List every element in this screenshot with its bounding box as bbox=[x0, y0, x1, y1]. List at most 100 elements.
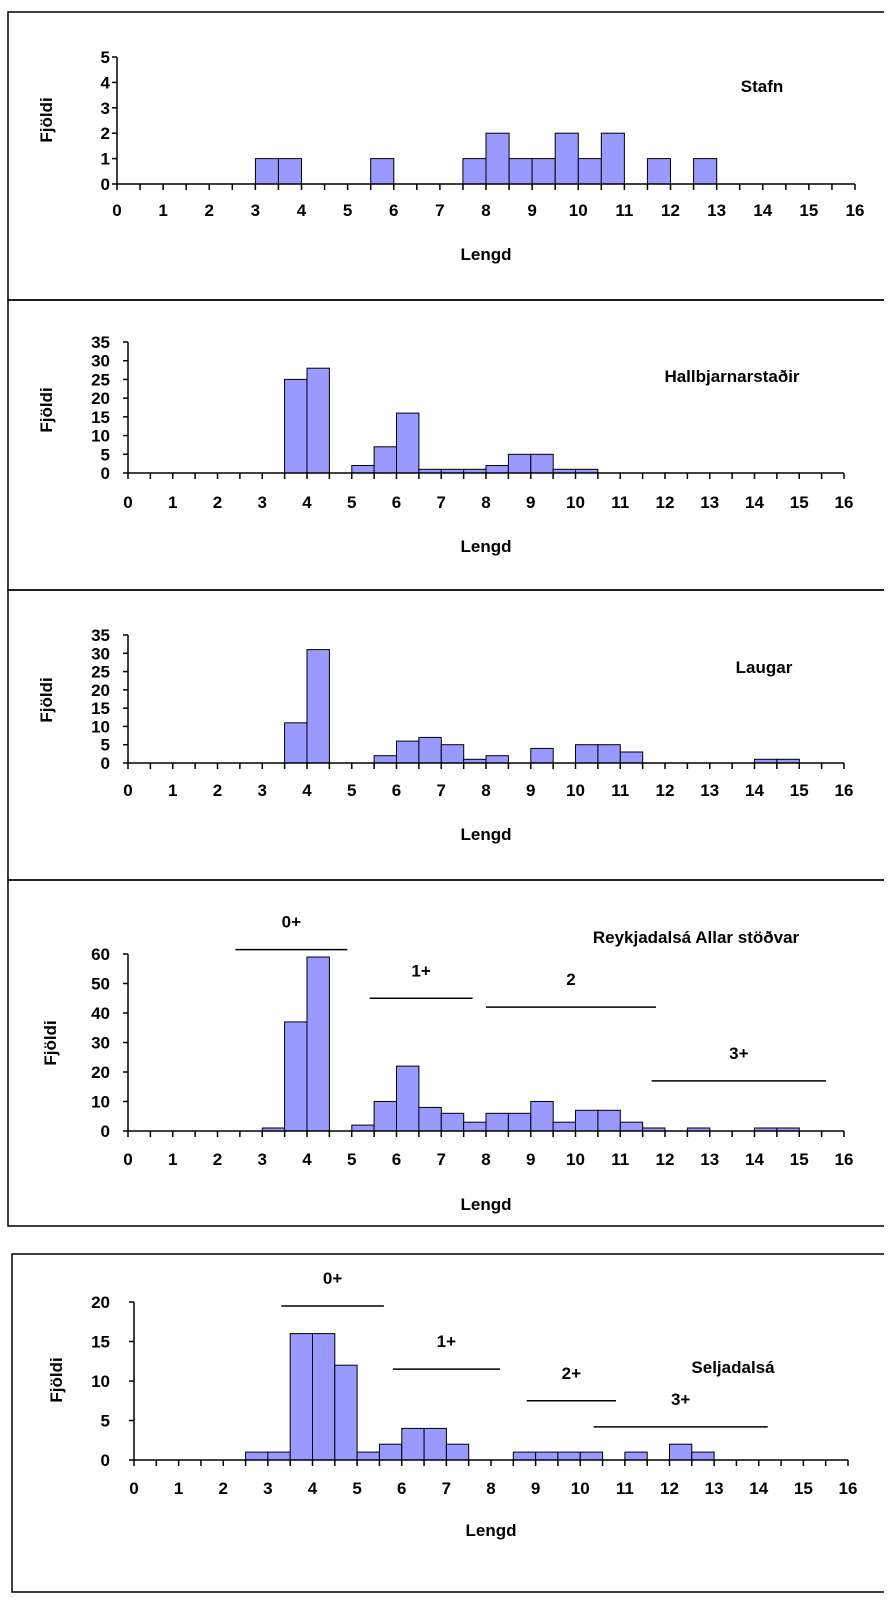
chart-title: Stafn bbox=[741, 77, 784, 96]
y-axis-label: Fjöldi bbox=[47, 1357, 66, 1402]
y-tick-label: 5 bbox=[101, 736, 110, 755]
y-tick-label: 25 bbox=[91, 663, 110, 682]
bar bbox=[535, 1451, 559, 1461]
bar bbox=[619, 751, 644, 764]
x-tick-label: 6 bbox=[397, 1479, 406, 1498]
bar bbox=[373, 1101, 398, 1132]
bar bbox=[530, 453, 554, 474]
age-group-label: 2+ bbox=[562, 1364, 581, 1383]
x-tick-label: 0 bbox=[123, 781, 132, 800]
bar bbox=[312, 1333, 336, 1461]
y-tick-label: 0 bbox=[101, 175, 110, 194]
y-tick-label: 0 bbox=[101, 754, 110, 773]
bar bbox=[579, 1451, 604, 1461]
bar bbox=[597, 1109, 621, 1132]
bar bbox=[440, 744, 465, 764]
bar bbox=[531, 158, 556, 185]
x-tick-label: 8 bbox=[481, 493, 490, 512]
bar bbox=[691, 1451, 715, 1461]
bar bbox=[530, 747, 554, 764]
bar bbox=[485, 132, 510, 185]
x-tick-label: 15 bbox=[799, 201, 818, 220]
x-tick-label: 10 bbox=[566, 1150, 585, 1169]
y-tick-label: 20 bbox=[91, 681, 110, 700]
x-axis-label: Lengd bbox=[461, 537, 512, 556]
bar bbox=[254, 158, 279, 185]
x-tick-label: 6 bbox=[392, 493, 401, 512]
x-tick-label: 10 bbox=[569, 201, 588, 220]
x-tick-label: 7 bbox=[437, 1150, 446, 1169]
bar bbox=[485, 755, 509, 764]
x-tick-label: 0 bbox=[129, 1479, 138, 1498]
x-tick-label: 7 bbox=[435, 201, 444, 220]
bar bbox=[552, 1121, 576, 1132]
bar bbox=[512, 1451, 537, 1461]
x-tick-label: 2 bbox=[213, 493, 222, 512]
x-tick-label: 12 bbox=[656, 781, 675, 800]
x-tick-label: 6 bbox=[389, 201, 398, 220]
age-group-label: 0+ bbox=[323, 1269, 342, 1288]
bar bbox=[284, 1021, 308, 1132]
bar bbox=[396, 412, 420, 474]
y-tick-label: 30 bbox=[91, 1034, 110, 1053]
x-tick-label: 2 bbox=[213, 1150, 222, 1169]
x-tick-label: 1 bbox=[158, 201, 167, 220]
bar bbox=[597, 744, 621, 764]
y-axis-label: Fjöldi bbox=[37, 677, 56, 722]
x-tick-label: 13 bbox=[700, 493, 719, 512]
x-tick-label: 4 bbox=[302, 493, 312, 512]
x-tick-label: 4 bbox=[302, 781, 312, 800]
x-tick-label: 10 bbox=[571, 1479, 590, 1498]
bar bbox=[507, 1112, 532, 1132]
y-tick-label: 0 bbox=[101, 1122, 110, 1141]
x-tick-label: 12 bbox=[656, 1150, 675, 1169]
y-axis-label: Fjöldi bbox=[41, 1020, 60, 1065]
bar bbox=[351, 1124, 375, 1132]
bar bbox=[351, 465, 375, 474]
x-tick-label: 1 bbox=[168, 493, 177, 512]
x-tick-label: 3 bbox=[258, 493, 267, 512]
x-tick-label: 3 bbox=[263, 1479, 272, 1498]
x-tick-label: 14 bbox=[749, 1479, 768, 1498]
x-tick-label: 16 bbox=[835, 493, 854, 512]
x-tick-label: 14 bbox=[753, 201, 772, 220]
y-tick-label: 10 bbox=[91, 717, 110, 736]
y-tick-label: 5 bbox=[101, 445, 110, 464]
y-tick-label: 15 bbox=[91, 699, 110, 718]
x-tick-label: 5 bbox=[343, 201, 352, 220]
panel-frame bbox=[7, 589, 884, 881]
y-axis-label: Fjöldi bbox=[37, 387, 56, 432]
bar bbox=[289, 1333, 314, 1461]
x-tick-label: 4 bbox=[297, 201, 307, 220]
x-tick-label: 1 bbox=[168, 1150, 177, 1169]
panel-frame bbox=[7, 299, 884, 591]
bar bbox=[485, 1112, 509, 1132]
bar bbox=[693, 158, 718, 185]
y-tick-label: 35 bbox=[91, 333, 110, 352]
bar bbox=[306, 956, 330, 1132]
bar bbox=[334, 1364, 358, 1461]
bar bbox=[575, 1109, 599, 1132]
y-tick-label: 0 bbox=[101, 1451, 110, 1470]
chart-title: Reykjadalsá Allar stöðvar bbox=[593, 928, 800, 947]
x-tick-label: 7 bbox=[442, 1479, 451, 1498]
x-tick-label: 5 bbox=[347, 493, 356, 512]
x-tick-label: 16 bbox=[835, 1150, 854, 1169]
x-tick-label: 9 bbox=[526, 1150, 535, 1169]
bar bbox=[284, 722, 308, 764]
x-tick-label: 2 bbox=[205, 201, 214, 220]
x-tick-label: 8 bbox=[481, 781, 490, 800]
bar bbox=[575, 744, 599, 764]
x-tick-label: 14 bbox=[745, 493, 764, 512]
x-tick-label: 0 bbox=[112, 201, 121, 220]
y-tick-label: 5 bbox=[101, 48, 110, 67]
bar bbox=[554, 132, 579, 185]
y-tick-label: 30 bbox=[91, 352, 110, 371]
x-tick-label: 15 bbox=[790, 493, 809, 512]
x-tick-label: 9 bbox=[531, 1479, 540, 1498]
bar bbox=[508, 158, 533, 185]
y-tick-label: 10 bbox=[91, 1093, 110, 1112]
x-axis-label: Lengd bbox=[461, 245, 512, 264]
